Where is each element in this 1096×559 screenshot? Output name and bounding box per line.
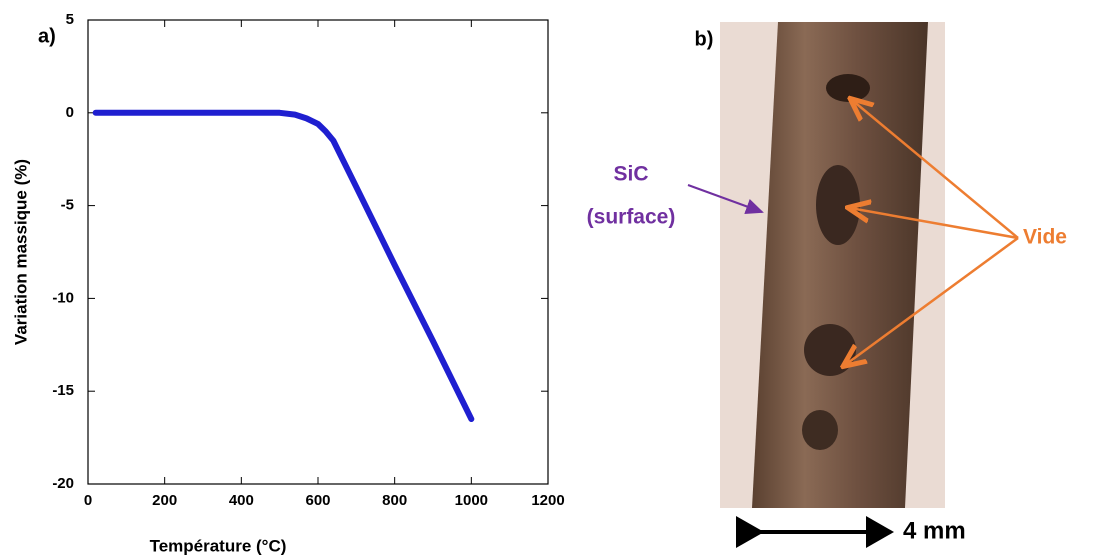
- x-axis-label: Température (°C): [150, 536, 287, 555]
- x-tick-label: 400: [229, 492, 254, 509]
- void-arrows: [845, 100, 1019, 365]
- x-tick-label: 1200: [531, 492, 564, 509]
- plot-area: 0 200 400 600 800 1000 1200 -20 -15 -10 -5 0 5: [52, 11, 564, 509]
- pointer-arrow: [845, 236, 1019, 365]
- material-label: SiC: [613, 163, 648, 186]
- y-tick-label: 5: [66, 11, 74, 28]
- x-tick-label: 800: [382, 492, 407, 509]
- x-tick-label: 0: [84, 492, 92, 509]
- plot-frame: [87, 19, 549, 485]
- y-tick-label: -10: [52, 289, 74, 306]
- void: [816, 165, 860, 245]
- scale-label: 4 mm: [903, 517, 966, 544]
- y-tick-label: -15: [52, 382, 74, 399]
- y-axis-label: Variation massique (%): [11, 159, 30, 345]
- panel-label: a): [38, 25, 56, 47]
- void: [804, 324, 856, 376]
- panel-label: b): [695, 28, 714, 50]
- x-tick-label: 200: [152, 492, 177, 509]
- y-tick-label: -5: [61, 197, 74, 214]
- photo-panel: [720, 22, 945, 508]
- data-line: [92, 109, 475, 423]
- y-tick-label: -20: [52, 475, 74, 492]
- fiber-strip: [752, 22, 928, 508]
- y-tick-label: 0: [66, 104, 74, 121]
- x-tick-label: 1000: [455, 492, 488, 509]
- pointer-arrow: [850, 208, 1019, 240]
- void: [826, 74, 870, 102]
- pointer-arrow: [852, 100, 1019, 239]
- x-tick-label: 600: [305, 492, 330, 509]
- material-sublabel: (surface): [587, 206, 676, 229]
- void-label: Vide: [1023, 226, 1067, 249]
- void: [802, 410, 838, 450]
- pointer-arrow: [687, 184, 764, 215]
